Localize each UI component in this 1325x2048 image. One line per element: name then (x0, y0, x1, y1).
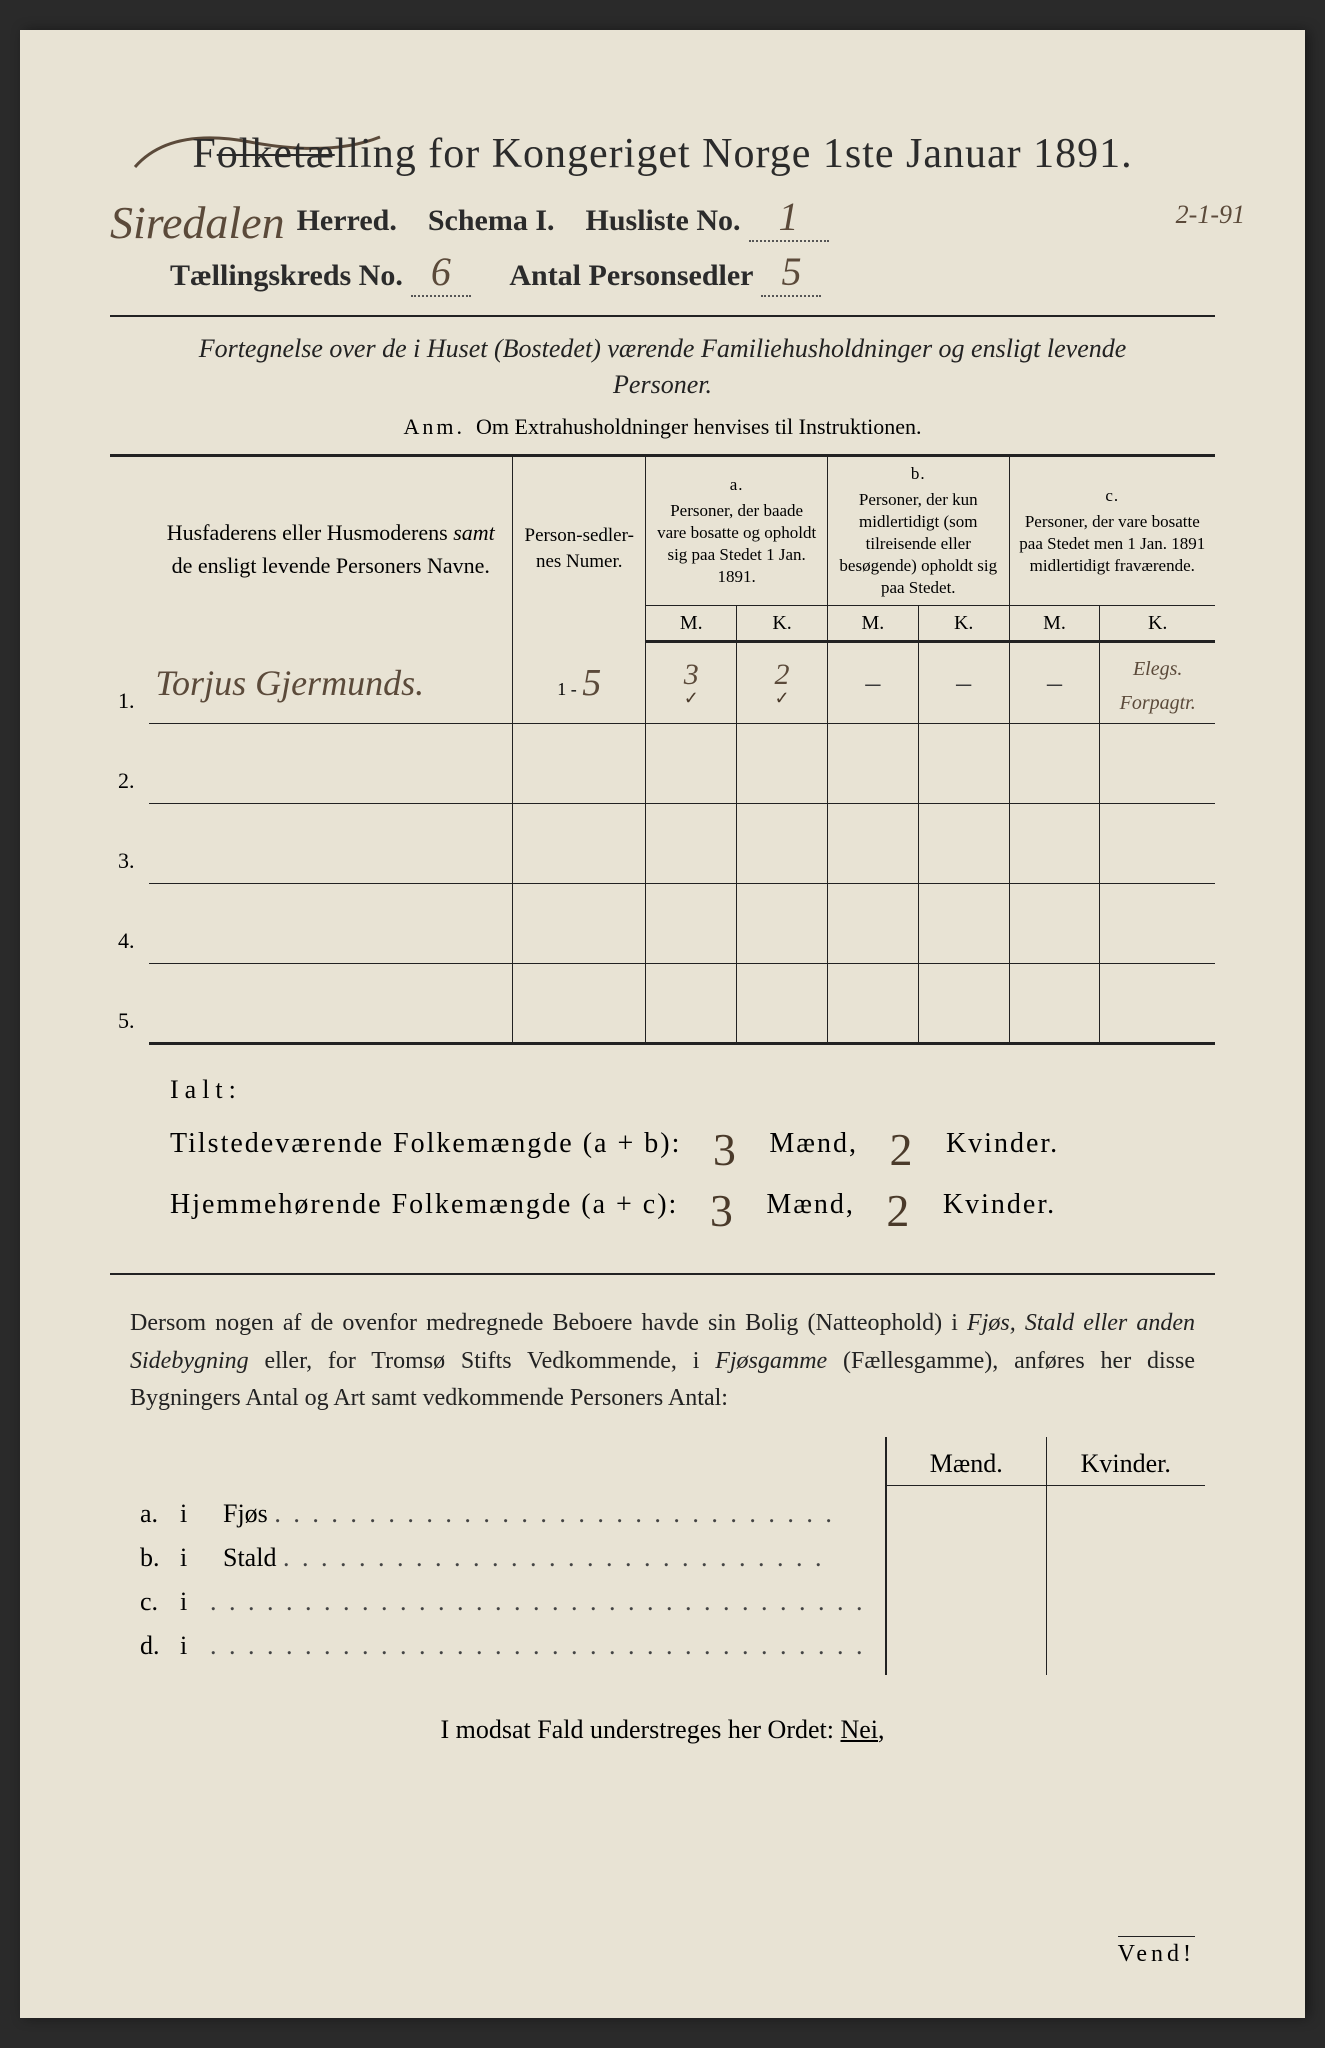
closing-line: I modsat Fald understreges her Ordet: Ne… (110, 1715, 1215, 1745)
table-row: 4. (110, 884, 1215, 964)
col-c-header: c. Personer, der vare bosatte paa Stedet… (1009, 455, 1215, 606)
totals-row-present: Tilstedeværende Folkemængde (a + b): 3 M… (170, 1119, 1215, 1172)
anm-line: Anm. Om Extrahusholdninger henvises til … (110, 414, 1215, 440)
table-row: 2. (110, 724, 1215, 804)
col-a-header: a. Personer, der baade vare bosatte og o… (646, 455, 828, 606)
ialt-label: Ialt: (170, 1075, 1215, 1105)
kreds-line: Tællingskreds No. 6 Antal Personsedler 5 (170, 248, 1215, 297)
outbuilding-rows: a.i Fjøs . . . . . . . . . . . . . . . .… (140, 1437, 885, 1675)
col-b-header: b. Personer, der kun midlertidigt (som t… (827, 455, 1009, 606)
antal-value: 5 (761, 248, 821, 297)
herred-label: Herred. (297, 204, 397, 238)
main-title: Folketælling for Kongeriget Norge 1ste J… (110, 130, 1215, 178)
vend-label: Vend! (1118, 1936, 1195, 1968)
husliste-no: 1 (749, 193, 829, 242)
totals-block: Ialt: Tilstedeværende Folkemængde (a + b… (170, 1075, 1215, 1233)
row1-name: Torjus Gjermunds. (155, 663, 424, 703)
census-form-page: Folketælling for Kongeriget Norge 1ste J… (20, 30, 1305, 2018)
row1-note: Elegs. Forpagtr. (1120, 658, 1196, 714)
date-handwritten: 2-1-91 (1176, 200, 1245, 230)
schema-label: Schema I. (428, 204, 555, 238)
table-row: 1. Torjus Gjermunds. 1 - 5 3✓ 2✓ – – – E… (110, 642, 1215, 724)
outbuilding-table: a.i Fjøs . . . . . . . . . . . . . . . .… (140, 1437, 1205, 1675)
divider (110, 1273, 1215, 1275)
table-row: 5. (110, 964, 1215, 1044)
outbuilding-paragraph: Dersom nogen af de ovenfor medregnede Be… (130, 1305, 1195, 1417)
table-row: 3. (110, 804, 1215, 884)
table-body: 1. Torjus Gjermunds. 1 - 5 3✓ 2✓ – – – E… (110, 642, 1215, 1044)
husliste-label: Husliste No. (586, 204, 741, 238)
herred-name-handwritten: Siredalen (110, 196, 285, 249)
household-table: Husfaderens eller Husmode​rens samt de e… (110, 454, 1215, 1046)
col-name-header: Husfaderens eller Husmode​rens samt de e… (149, 455, 512, 642)
outbuilding-mk-cols: Mænd. Kvinder. (885, 1437, 1205, 1675)
totals-row-resident: Hjemmehørende Folkemængde (a + c): 3 Mæn… (170, 1180, 1215, 1233)
antal-label: Antal Personsedler (509, 259, 753, 293)
subtitle: Fortegnelse over de i Huset (Bostedet) v… (170, 331, 1155, 404)
herred-line: Siredalen Herred. Schema I. Husliste No.… (110, 188, 1215, 242)
kreds-label: Tællingskreds No. (170, 259, 403, 293)
divider (110, 315, 1215, 317)
col-num-header: Person-sedler-nes Numer. (513, 455, 646, 642)
kreds-no: 6 (411, 248, 471, 297)
row1-num: 1 - 5 (513, 642, 646, 724)
